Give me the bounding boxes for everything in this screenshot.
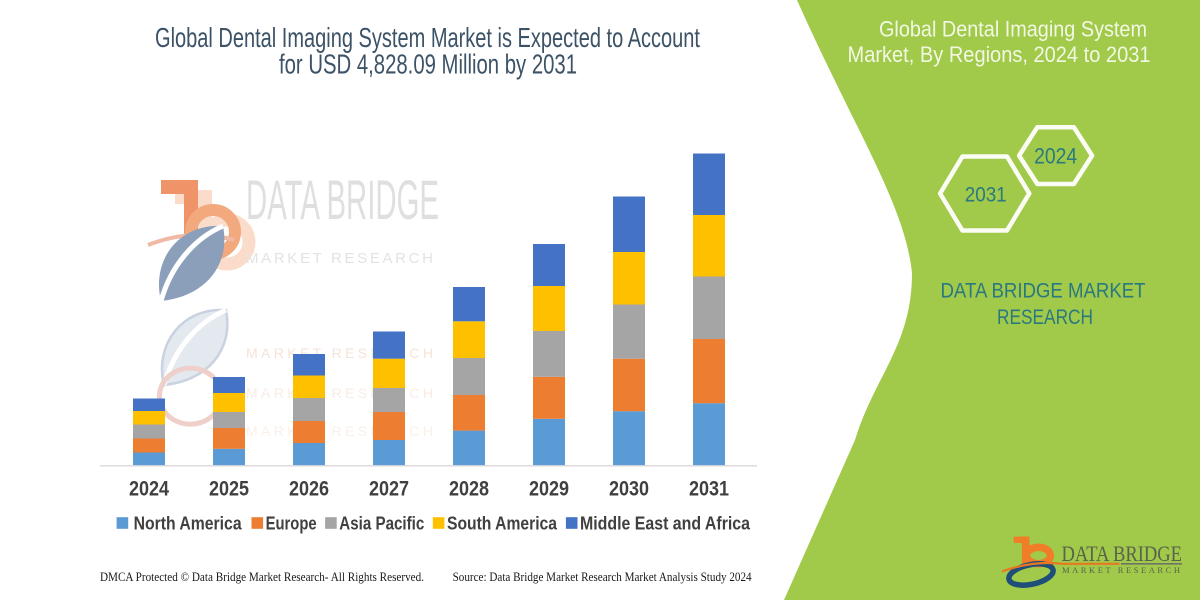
svg-text:Source: Data Bridge Market Res: Source: Data Bridge Market Research Mark… bbox=[453, 570, 753, 584]
svg-text:RESEARCH: RESEARCH bbox=[997, 306, 1093, 329]
svg-text:Middle East and Africa: Middle East and Africa bbox=[580, 514, 751, 534]
svg-text:2024: 2024 bbox=[1034, 144, 1077, 169]
svg-text:Asia Pacific: Asia Pacific bbox=[339, 514, 424, 534]
svg-text:2031: 2031 bbox=[965, 184, 1007, 207]
svg-text:Market, By Regions, 2024 to 20: Market, By Regions, 2024 to 2031 bbox=[848, 42, 1151, 67]
svg-text:DATA BRIDGE MARKET: DATA BRIDGE MARKET bbox=[941, 279, 1146, 302]
svg-text:DATA BRIDGE: DATA BRIDGE bbox=[246, 168, 439, 231]
svg-text:MARKET RESEARCH: MARKET RESEARCH bbox=[246, 385, 439, 401]
svg-text:2031: 2031 bbox=[689, 478, 729, 501]
svg-text:for USD 4,828.09 Million by 20: for USD 4,828.09 Million by 2031 bbox=[279, 49, 577, 80]
svg-text:2029: 2029 bbox=[529, 478, 569, 501]
svg-text:MARKET RESEARCH: MARKET RESEARCH bbox=[246, 345, 439, 361]
svg-text:2024: 2024 bbox=[129, 478, 169, 501]
svg-text:DATA BRIDGE: DATA BRIDGE bbox=[1062, 541, 1183, 566]
svg-text:2028: 2028 bbox=[449, 478, 489, 501]
svg-text:MARKET RESEARCH: MARKET RESEARCH bbox=[1062, 565, 1180, 575]
svg-text:MARKET RESEARCH: MARKET RESEARCH bbox=[246, 250, 439, 267]
svg-text:North America: North America bbox=[134, 514, 243, 534]
svg-text:2030: 2030 bbox=[609, 478, 649, 501]
svg-text:Europe: Europe bbox=[266, 514, 317, 534]
svg-text:MARKET RESEARCH: MARKET RESEARCH bbox=[246, 423, 439, 439]
svg-text:2026: 2026 bbox=[289, 478, 329, 501]
svg-text:2027: 2027 bbox=[369, 478, 409, 501]
svg-text:Global Dental Imaging System M: Global Dental Imaging System Market is E… bbox=[155, 22, 700, 53]
svg-text:South America: South America bbox=[447, 514, 558, 534]
svg-text:2025: 2025 bbox=[209, 478, 249, 501]
svg-text:DMCA Protected © Data Bridge M: DMCA Protected © Data Bridge Market Rese… bbox=[100, 570, 424, 584]
svg-text:Global Dental Imaging System: Global Dental Imaging System bbox=[879, 17, 1147, 42]
